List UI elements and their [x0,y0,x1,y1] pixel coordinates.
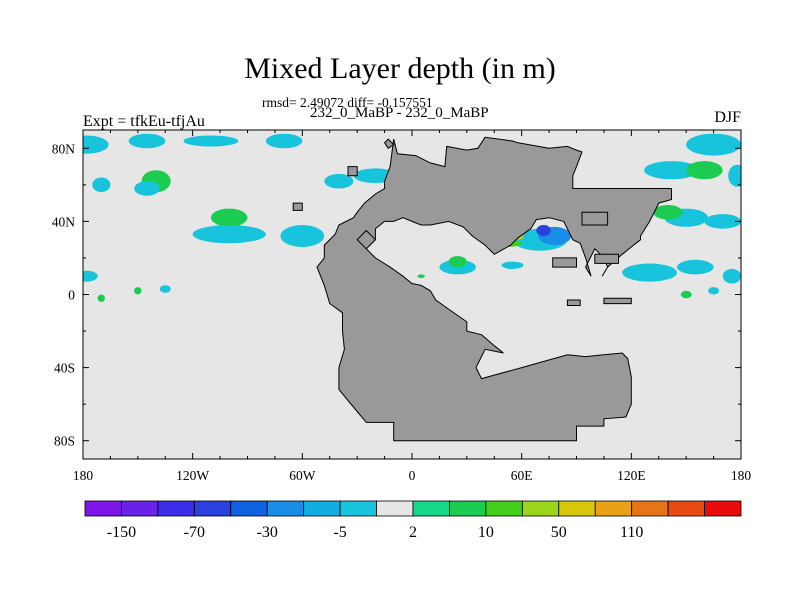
land-region [566,299,581,306]
anomaly-patch [722,268,741,284]
colorbar-box [449,500,487,517]
chart-title: Mixed Layer depth (in m) [244,52,556,85]
anomaly-patch [280,225,325,247]
colorbar-box [84,500,122,517]
land-region [292,202,303,211]
colorbar-box [303,500,341,517]
y-tick-label: 40N [52,214,76,229]
anomaly-patch [134,181,160,196]
colorbar-box [193,500,232,517]
colorbar-label: -30 [257,524,278,541]
land-mask [292,136,672,442]
anomaly-patch [97,294,106,302]
colorbar-box [485,500,523,517]
colorbar-label: 10 [478,524,494,541]
anomaly-patch [324,173,354,189]
land-region [581,211,609,226]
x-tick-label: 60E [511,468,533,483]
anomaly-patch [644,161,699,180]
anomaly-patch [134,287,142,295]
colorbar-box [412,500,450,517]
land-region [347,166,358,177]
x-tick-label: 180 [731,468,752,483]
y-axis: 80N 40N 0 40S 80S [52,141,741,449]
anomaly-patch [210,208,248,227]
colorbar-box [121,500,159,517]
anomaly-patch [653,205,683,220]
land-region [552,257,577,268]
colorbar-box [521,500,560,517]
x-axis: 180 120W 60W 0 60E 120E 180 [73,130,752,483]
anomaly-patch [536,225,551,236]
colorbar: -150 -70 -30 -5 2 10 50 110 [84,500,742,541]
anomaly-patch [728,164,741,187]
anomaly-patch [417,274,425,279]
land-region [356,229,377,250]
y-tick-label: 0 [68,288,75,303]
colorbar-label: 110 [620,524,643,541]
colorbar-label: -150 [107,524,136,541]
colorbar-box [667,500,705,517]
anomaly-patch [265,133,303,149]
anomaly-patch [439,259,477,275]
y-tick-label: 80N [52,141,76,156]
anomaly-patch [83,270,98,282]
anomaly-patch [686,133,741,156]
season-label: DJF [714,109,741,126]
colorbar-box [266,500,305,517]
x-tick-label: 120W [176,468,209,483]
land-region [383,138,395,149]
anomaly-patches [83,133,741,302]
anomaly-patch [128,133,166,149]
colorbar-label: 50 [551,524,567,541]
runs-subtitle: 232_0_MaBP - 232_0_MaBP [310,105,489,121]
anomaly-patch [680,290,692,299]
anomaly-patch [622,263,677,282]
x-tick-label: 0 [409,468,416,483]
land-region [603,297,632,305]
anomaly-patch [159,285,171,293]
stats-subtitle: rmsd= 2.49072 diff= -0.157551 [262,95,433,110]
x-tick-label: 180 [73,468,94,483]
y-tick-label: 80S [54,434,75,449]
y-tick-label: 40S [54,361,75,376]
x-tick-label: 120E [617,468,646,483]
colorbar-box [157,500,195,517]
land-region [594,253,619,264]
anomaly-patch [92,177,111,193]
anomaly-patch [708,287,720,295]
colorbar-box [339,500,377,517]
anomaly-patch [686,161,723,180]
colorbar-box [230,500,268,517]
colorbar-box [558,500,596,517]
anomaly-patch [83,135,109,154]
colorbar-box [594,500,633,517]
x-tick-label: 60W [289,468,316,483]
experiment-label: Expt = tfkEu-tfjAu [83,113,205,130]
anomaly-patch [704,214,741,229]
colorbar-label: -70 [184,524,205,541]
colorbar-box [631,500,669,517]
anomaly-patch [183,135,239,147]
anomaly-patch [192,225,266,244]
colorbar-label: 2 [409,524,417,541]
colorbar-box [704,500,742,517]
anomaly-patch [501,261,524,269]
colorbar-label: -5 [333,524,346,541]
anomaly-patch [448,256,467,268]
colorbar-box [376,500,414,517]
anomaly-patch [677,259,714,275]
